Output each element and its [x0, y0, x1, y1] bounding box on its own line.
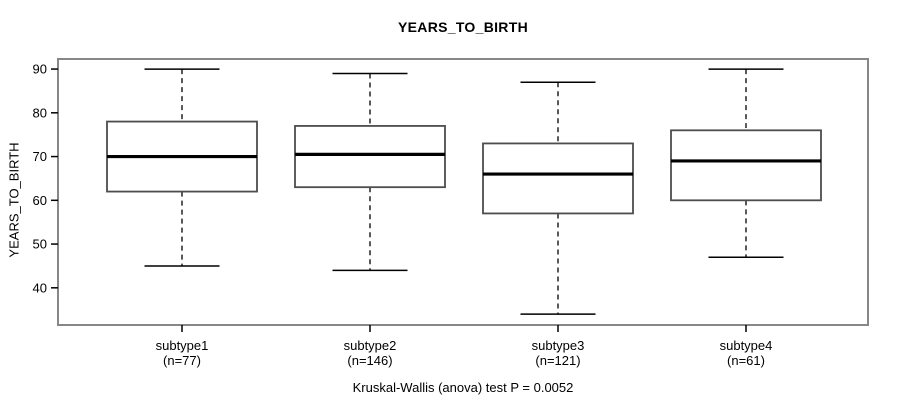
y-axis-tick-label: 60: [33, 193, 47, 208]
category-sublabel: (n=61): [727, 352, 765, 368]
y-axis-title: YEARS_TO_BIRTH: [6, 142, 22, 258]
plot-frame: [57, 58, 869, 326]
x-category-label: subtype3 (n=121): [464, 338, 652, 368]
category-sublabel: (n=121): [535, 352, 581, 368]
iqr-box: [294, 125, 446, 189]
stat-test-caption: Kruskal-Wallis (anova) test P = 0.0052: [352, 380, 574, 395]
category-name: subtype4: [719, 338, 773, 353]
y-axis-tick-label: 40: [33, 280, 47, 295]
x-category-label: subtype2 (n=146): [276, 338, 464, 368]
category-name: subtype2: [343, 338, 397, 353]
category-name: subtype3: [531, 338, 585, 353]
y-axis-tick-label: 70: [33, 149, 47, 164]
x-category-label: subtype1 (n=77): [88, 338, 276, 368]
y-axis-tick-label: 50: [33, 237, 47, 252]
iqr-box: [670, 129, 822, 202]
chart-title: YEARS_TO_BIRTH: [398, 19, 528, 35]
category-sublabel: (n=146): [347, 352, 393, 368]
y-axis-tick-label: 90: [33, 62, 47, 77]
category-sublabel: (n=77): [163, 352, 201, 368]
iqr-box: [482, 142, 634, 215]
y-axis-tick-label: 80: [33, 105, 47, 120]
category-name: subtype1: [155, 338, 209, 353]
x-category-label: subtype4 (n=61): [652, 338, 840, 368]
